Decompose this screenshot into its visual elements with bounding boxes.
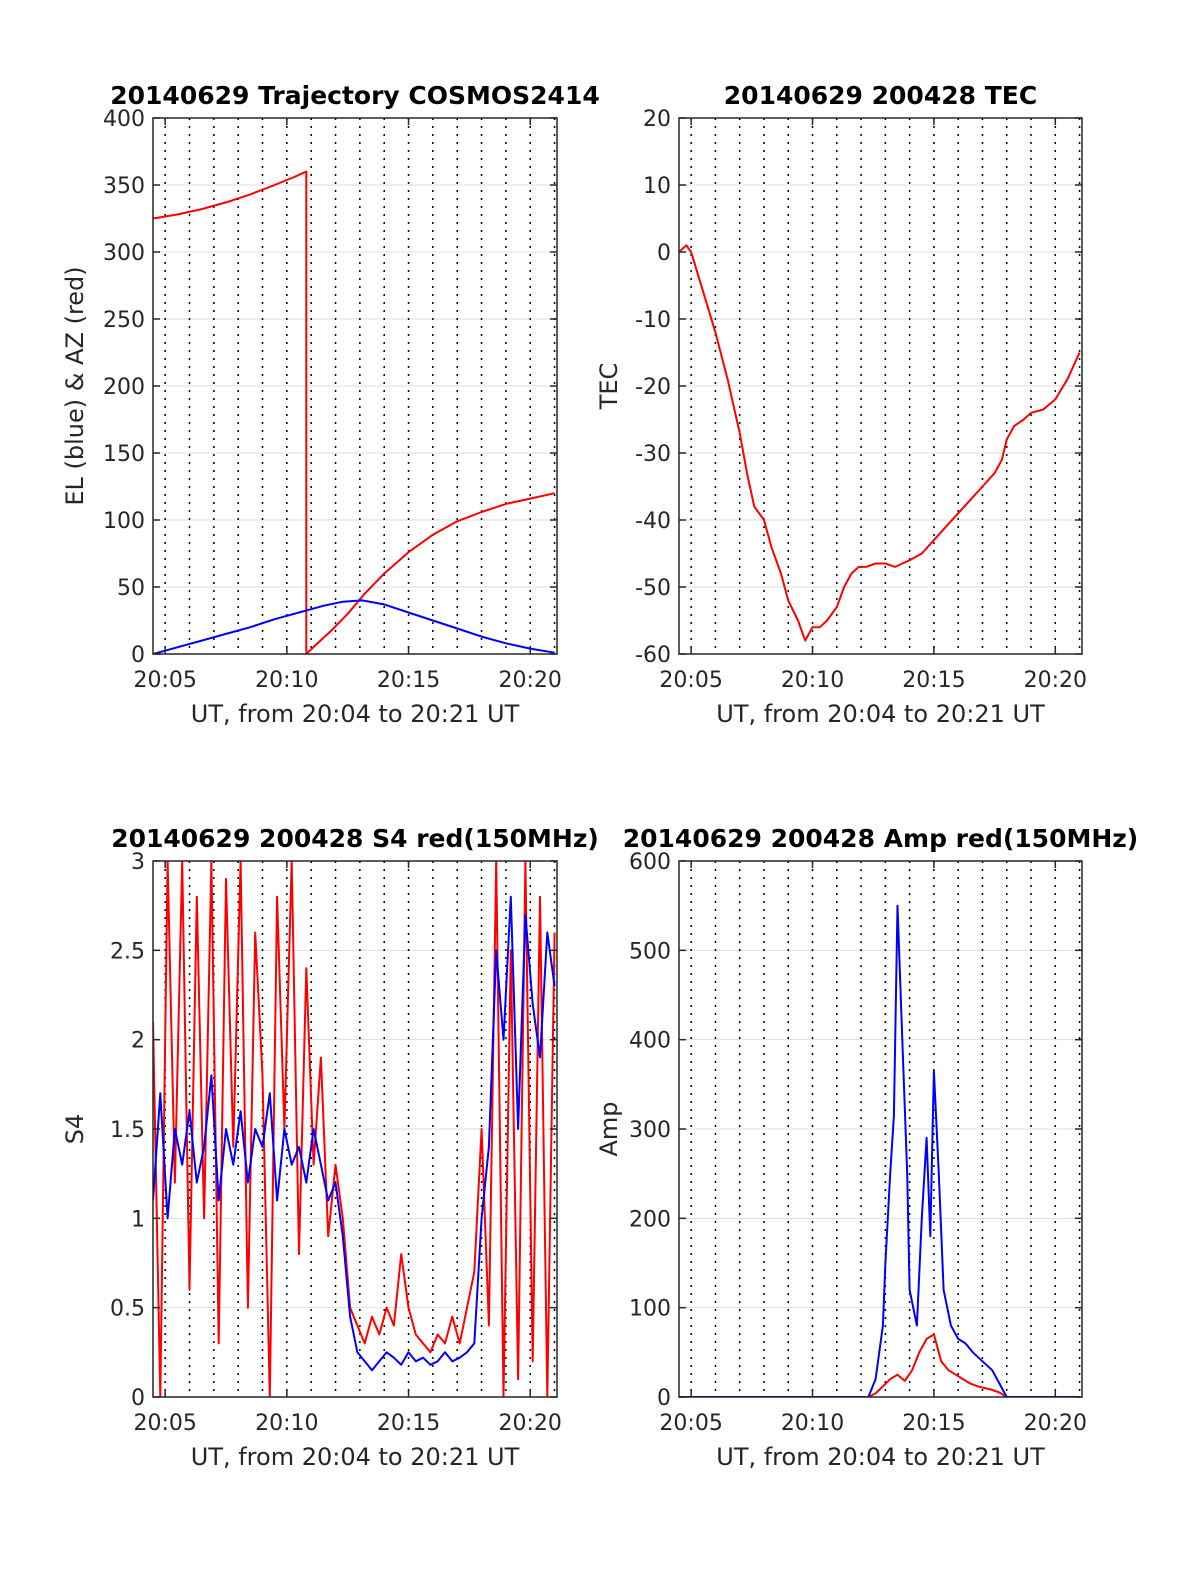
x-tick-label: 20:15 (377, 668, 440, 693)
series-line-0 (153, 861, 556, 1397)
y-tick-label: 1.5 (110, 1118, 145, 1143)
x-axis-label: UT, from 20:04 to 20:21 UT (716, 1443, 1045, 1471)
x-tick-label: 20:20 (499, 1411, 562, 1436)
chart-title: 20140629 200428 TEC (724, 81, 1037, 110)
x-tick-label: 20:10 (781, 1411, 844, 1436)
y-tick-label: -40 (635, 509, 671, 534)
y-tick-label: 400 (629, 1029, 671, 1054)
x-tick-label: 20:20 (1024, 1411, 1087, 1436)
y-axis-label: Amp (595, 1101, 623, 1156)
y-tick-label: 400 (103, 107, 145, 132)
panel-amp: 0 100 200 300 400 500 600 20:05 20:10 20:15 20:20 2… (595, 824, 1138, 1471)
y-axis-label: S4 (61, 1114, 89, 1145)
y-tick-label: 500 (629, 939, 671, 964)
y-tick-label: 300 (103, 241, 145, 266)
panel-trajectory: 0 50 100 150 200 250 300 350 400 20:05 20:10 20:15 2… (61, 81, 600, 728)
y-tick-label: 300 (629, 1118, 671, 1143)
chart-title: 20140629 Trajectory COSMOS2414 (110, 81, 600, 110)
x-tick-label: 20:05 (659, 668, 722, 693)
x-tick-label: 20:15 (377, 1411, 440, 1436)
y-tick-label: 150 (103, 442, 145, 467)
x-tick-label: 20:05 (659, 1411, 722, 1436)
series-line-0 (679, 244, 1081, 642)
y-axis-label: EL (blue) & AZ (red) (61, 266, 89, 505)
x-axis-label: UT, from 20:04 to 20:21 UT (716, 700, 1045, 728)
x-tick-label: 20:10 (255, 668, 318, 693)
y-tick-label: -50 (635, 576, 671, 601)
y-tick-label: 250 (103, 308, 145, 333)
y-tick-label: 100 (103, 509, 145, 534)
x-tick-label: 20:10 (255, 1411, 318, 1436)
y-tick-label: 20 (643, 107, 671, 132)
y-tick-label: 0 (657, 1386, 671, 1411)
panel-s4: 0 0.5 1 1.5 2 2.5 3 20:05 20:10 20:15 20:20 2014062… (61, 824, 599, 1471)
y-tick-label: -60 (635, 643, 671, 668)
x-axis-label: UT, from 20:04 to 20:21 UT (191, 700, 520, 728)
x-axis-label: UT, from 20:04 to 20:21 UT (191, 1443, 520, 1471)
series-line-1 (679, 904, 1080, 1397)
y-tick-label: -10 (635, 308, 671, 333)
chart-title: 20140629 200428 S4 red(150MHz) (111, 824, 599, 853)
y-tick-label: 600 (629, 850, 671, 875)
series-line-el (153, 599, 555, 654)
y-tick-label: 10 (643, 174, 671, 199)
x-tick-label: 20:15 (902, 668, 965, 693)
y-tick-label: 100 (629, 1297, 671, 1322)
y-tick-label: 200 (629, 1207, 671, 1232)
chart-title: 20140629 200428 Amp red(150MHz) (623, 824, 1139, 853)
x-tick-label: 20:20 (499, 668, 562, 693)
x-tick-label: 20:20 (1024, 668, 1087, 693)
series-line-1 (153, 895, 556, 1372)
y-tick-label: 350 (103, 174, 145, 199)
y-tick-label: 200 (103, 375, 145, 400)
x-tick-label: 20:10 (781, 668, 844, 693)
y-tick-label: 0.5 (110, 1297, 145, 1322)
y-tick-label: 2 (131, 1029, 145, 1054)
y-tick-label: 1 (131, 1207, 145, 1232)
y-axis-label: TEC (595, 363, 623, 411)
panel-tec: -60 -50 -40 -30 -20 -10 0 10 20 20:05 20:10 20:15 20… (595, 81, 1087, 728)
y-tick-label: 3 (131, 850, 145, 875)
x-tick-label: 20:05 (133, 1411, 196, 1436)
y-tick-label: -30 (635, 442, 671, 467)
y-tick-label: 0 (131, 643, 145, 668)
x-tick-label: 20:15 (902, 1411, 965, 1436)
y-tick-label: 0 (131, 1386, 145, 1411)
x-tick-label: 20:05 (133, 668, 196, 693)
y-tick-label: 50 (117, 576, 145, 601)
y-tick-label: 0 (657, 241, 671, 266)
y-tick-label: -20 (635, 375, 671, 400)
y-tick-label: 2.5 (110, 939, 145, 964)
series-line-az (153, 170, 555, 654)
series-line-0 (679, 1333, 1080, 1397)
